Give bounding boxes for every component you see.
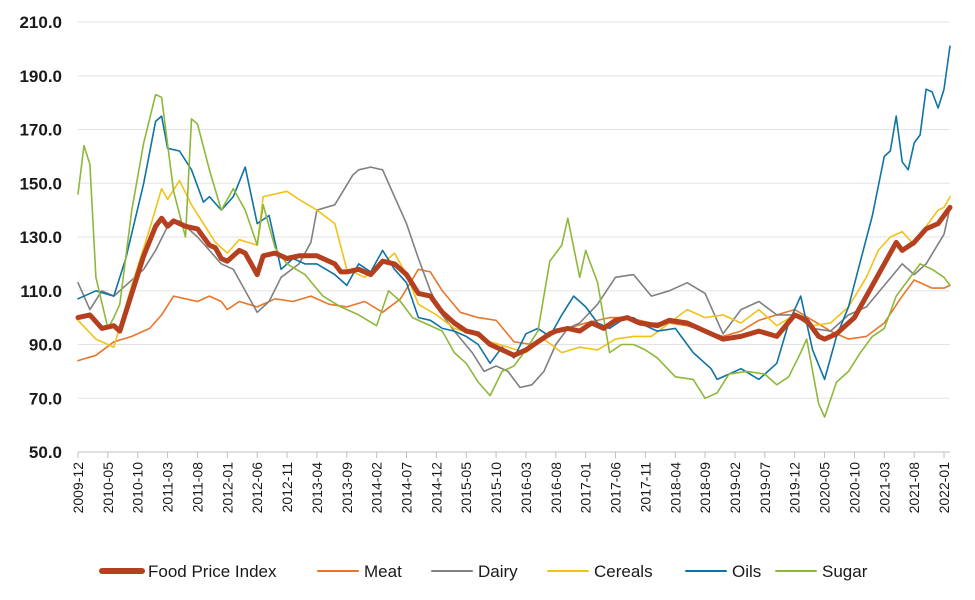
series-line-sugar <box>77 93 951 418</box>
x-tick-label: 2010-05 <box>100 462 116 514</box>
x-tick-label: 2014-12 <box>428 462 444 514</box>
x-tick-label: 2017-11 <box>637 462 653 513</box>
x-tick-label: 2013-09 <box>339 462 355 514</box>
y-tick-label: 90.0 <box>29 336 62 355</box>
x-tick-label: 2021-03 <box>876 462 892 514</box>
y-tick-label: 150.0 <box>19 174 62 193</box>
legend: Food Price Index Meat Dairy Cereals Oils Suga… <box>99 562 868 581</box>
legend-label: Oils <box>732 562 761 581</box>
x-axis: 2009-12 2010-05 2010-10 2011-03 2011-08 2012-… <box>70 452 952 513</box>
x-tick-label: 2011-03 <box>160 462 176 513</box>
legend-label: Dairy <box>478 562 518 581</box>
x-tick-label: 2020-05 <box>817 462 833 514</box>
x-tick-label: 2019-07 <box>757 462 773 514</box>
x-tick-label: 2014-07 <box>398 462 414 514</box>
legend-label: Cereals <box>594 562 653 581</box>
x-tick-label: 2017-06 <box>608 462 624 514</box>
y-tick-label: 110.0 <box>20 282 62 301</box>
x-tick-label: 2011-08 <box>189 462 205 513</box>
x-tick-label: 2016-03 <box>518 462 534 514</box>
x-tick-label: 2018-09 <box>697 462 713 514</box>
x-tick-label: 2015-05 <box>458 462 474 514</box>
x-tick-label: 2020-10 <box>846 462 862 514</box>
legend-label: Meat <box>364 562 402 581</box>
y-tick-label: 130.0 <box>19 228 62 247</box>
series-line-dairy <box>77 166 951 389</box>
y-axis: 50.0 70.0 90.0 110.0 130.0 150.0 170.0 190.0 210… <box>19 13 62 462</box>
gridlines <box>78 21 950 399</box>
x-tick-label: 2012-06 <box>249 462 265 514</box>
x-tick-label: 2015-10 <box>488 462 504 514</box>
y-tick-label: 190.0 <box>19 67 62 86</box>
x-tick-label: 2019-12 <box>787 462 803 514</box>
x-tick-label: 2009-12 <box>70 462 86 514</box>
x-tick-label: 2016-08 <box>548 462 564 514</box>
x-tick-label: 2022-01 <box>936 462 952 514</box>
y-tick-label: 50.0 <box>29 443 62 462</box>
y-tick-label: 170.0 <box>19 121 62 140</box>
x-tick-label: 2018-04 <box>667 462 683 514</box>
y-tick-label: 70.0 <box>29 389 62 408</box>
series-line-meat <box>77 268 951 362</box>
x-tick-label: 2012-01 <box>219 462 235 514</box>
x-tick-label: 2013-04 <box>309 462 325 514</box>
x-tick-label: 2017-01 <box>578 462 594 514</box>
legend-label: Food Price Index <box>148 562 277 581</box>
x-tick-label: 2014-02 <box>369 462 385 514</box>
legend-label: Sugar <box>822 562 868 581</box>
y-tick-label: 210.0 <box>19 13 62 32</box>
series-line-cereals <box>77 179 951 354</box>
series-line-food-price-index <box>75 204 953 358</box>
x-tick-label: 2012-11 <box>279 462 295 513</box>
x-tick-label: 2021-08 <box>906 462 922 514</box>
x-tick-label: 2019-02 <box>727 462 743 514</box>
series-layer <box>75 45 953 418</box>
x-tick-label: 2010-10 <box>130 462 146 514</box>
